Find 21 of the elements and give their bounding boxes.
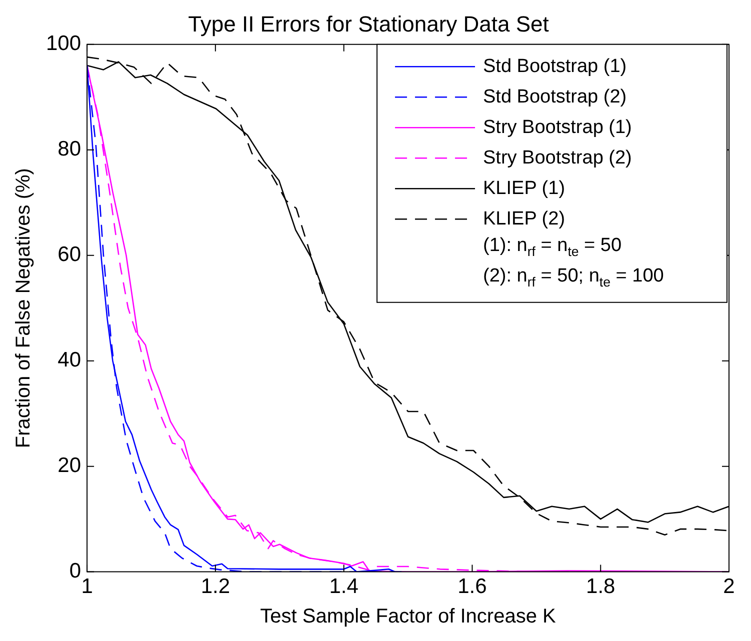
y-tick-label: 20 bbox=[58, 454, 82, 478]
legend-label: KLIEP (1) bbox=[483, 178, 566, 199]
x-tick-label: 1.8 bbox=[586, 575, 616, 598]
x-tick-label: 1 bbox=[81, 575, 93, 598]
y-tick-label: 40 bbox=[58, 348, 82, 372]
y-tick-label: 60 bbox=[58, 243, 82, 266]
chart-title: Type II Errors for Stationary Data Set bbox=[188, 11, 549, 36]
y-tick-label: 80 bbox=[58, 138, 82, 161]
x-tick-label: 1.4 bbox=[329, 575, 359, 598]
legend-label: Stry Bootstrap (2) bbox=[483, 147, 632, 168]
legend-label: Std Bootstrap (2) bbox=[483, 86, 627, 108]
y-axis-title: Fraction of False Negatives (%) bbox=[12, 168, 35, 448]
x-tick-label: 2 bbox=[723, 575, 735, 598]
x-tick-label: 1.6 bbox=[458, 575, 487, 598]
x-tick-label: 1.2 bbox=[200, 575, 230, 598]
legend-label: Stry Bootstrap (1) bbox=[483, 116, 632, 138]
legend-label: Std Bootstrap (1) bbox=[483, 56, 627, 77]
x-axis-title: Test Sample Factor of Increase K bbox=[260, 606, 557, 628]
y-tick-label: 0 bbox=[69, 560, 82, 583]
y-tick-label: 100 bbox=[46, 32, 82, 56]
legend-label: KLIEP (2) bbox=[483, 208, 566, 230]
